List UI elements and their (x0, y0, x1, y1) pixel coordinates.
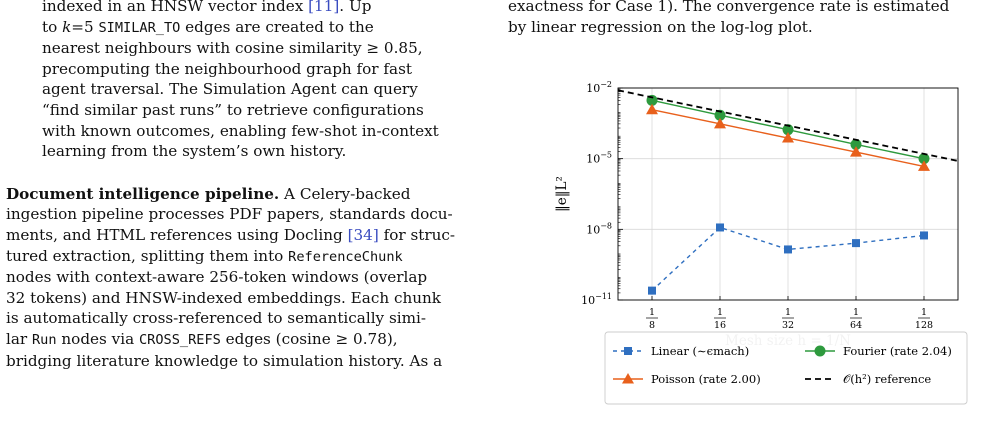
data-point-square (852, 239, 860, 248)
text-line: “find similar past runs” to retrieve con… (42, 100, 424, 119)
x-tick-label: 1 (921, 307, 927, 318)
text-span: indexed in an HNSW vector index (42, 0, 309, 15)
math-var: k (62, 17, 72, 36)
x-tick-label: 1 (785, 307, 791, 318)
data-point-triangle (850, 146, 862, 157)
text-span: A Celery-backed (279, 184, 411, 203)
text-span: for struc- (378, 225, 456, 244)
paragraph-heading: Document intelligence pipeline. (6, 184, 280, 203)
data-point-square (784, 245, 792, 254)
series-line-reference (617, 89, 959, 162)
text-line: is automatically cross-referenced to sem… (6, 309, 426, 328)
y-tick-label: 10−11 (581, 292, 612, 307)
data-point-square (716, 223, 724, 232)
code-span: Run (32, 331, 57, 348)
y-tick-label: 10−5 (586, 151, 612, 166)
text-span: lar (6, 329, 32, 348)
text-span: tured extraction, splitting them into (6, 246, 289, 265)
paragraph-document-intelligence: Document intelligence pipeline. A Celery… (6, 184, 494, 371)
text-line: to k=5 SIMILAR_TO edges are created to t… (42, 17, 494, 39)
text-line: bridging literature knowledge to simulat… (6, 351, 443, 370)
legend-marker-circle (814, 345, 826, 357)
text-line: ments, and HTML references using Docling… (6, 225, 494, 246)
text-line: ingestion pipeline processes PDF papers,… (6, 205, 453, 224)
right-column: exactness for Case 1). The convergence r… (508, 0, 996, 37)
text-line: indexed in an HNSW vector index [11]. Up (42, 0, 494, 17)
text-span: ments, and HTML references using Docling (6, 225, 348, 244)
left-column: indexed in an HNSW vector index [11]. Up… (6, 0, 494, 371)
text-line: Document intelligence pipeline. A Celery… (6, 184, 494, 205)
data-point-circle (850, 138, 862, 150)
text-span: edges (cosine ≥ 0.78), (220, 329, 398, 348)
text-span: nodes via (56, 329, 139, 348)
legend-entry-label: 𝒪(h²) reference (843, 372, 931, 386)
text-line: nearest neighbours with cosine similarit… (42, 39, 423, 58)
text-line: exactness for Case 1). The convergence r… (508, 0, 950, 15)
y-axis-label: ‖e‖L² (554, 176, 570, 212)
x-tick-label: 32 (782, 320, 794, 331)
data-point-circle (714, 109, 726, 121)
text-line: with known outcomes, enabling few-shot i… (42, 121, 439, 140)
text-line: tured extraction, splitting them into Re… (6, 246, 494, 268)
citation-link[interactable]: [34] (347, 225, 379, 244)
text-line: 32 tokens) and HNSW-indexed embeddings. … (6, 288, 441, 307)
legend-entry-label: Fourier (rate 2.04) (843, 344, 952, 358)
text-line: precomputing the neighbourhood graph for… (42, 59, 412, 78)
legend-marker-triangle (622, 373, 634, 384)
data-point-square (648, 286, 656, 295)
chart-axes: 10−210−510−810−11181161321641128Mesh siz… (554, 80, 959, 349)
text-span: to (42, 17, 63, 36)
paragraph-hnsw: indexed in an HNSW vector index [11]. Up… (6, 0, 494, 162)
chart-grid (618, 87, 958, 301)
data-point-triangle (714, 117, 726, 129)
data-point-circle (918, 153, 930, 165)
chart-series (617, 89, 959, 295)
code-span: CROSS_REFS (138, 331, 221, 348)
text-line: nodes with context-aware 256-token windo… (6, 268, 428, 287)
citation-link[interactable]: [11] (308, 0, 340, 15)
chart-legend: Linear (∼ϵmach) Fourier (rate 2.04) Poisso… (604, 331, 968, 405)
text-span: =5 (71, 17, 99, 36)
legend-entry-label: Poisson (rate 2.00) (651, 372, 761, 386)
text-span: . Up (339, 0, 372, 15)
x-tick-label: 128 (915, 320, 933, 331)
data-point-circle (782, 124, 794, 136)
convergence-chart: 10−210−510−810−11181161321641128Mesh siz… (554, 80, 968, 405)
text-line: by linear regression on the log-log plot… (508, 17, 813, 36)
legend-marker-square (624, 347, 632, 355)
x-tick-label: 64 (850, 320, 862, 331)
text-line: agent traversal. The Simulation Agent ca… (42, 80, 418, 99)
x-tick-label: 1 (853, 307, 859, 318)
data-point-triangle (646, 103, 658, 115)
x-tick-label: 1 (717, 307, 723, 318)
code-span: SIMILAR_TO (98, 19, 181, 36)
y-tick-label: 10−2 (586, 80, 612, 95)
code-span: ReferenceChunk (288, 248, 403, 265)
x-tick-label: 1 (649, 307, 655, 318)
legend-entry-label: Linear (∼ϵmach) (651, 344, 749, 358)
text-line: lar Run nodes via CROSS_REFS edges (cosi… (6, 329, 494, 351)
x-tick-label: 16 (714, 320, 726, 331)
y-tick-label: 10−8 (586, 221, 612, 236)
x-tick-label: 8 (649, 320, 655, 331)
data-point-square (920, 231, 928, 240)
text-span: edges are created to the (180, 17, 374, 36)
data-point-triangle (782, 132, 794, 143)
data-point-triangle (918, 160, 930, 171)
text-line: learning from the system’s own history. (42, 142, 347, 161)
legend-box (604, 331, 968, 405)
